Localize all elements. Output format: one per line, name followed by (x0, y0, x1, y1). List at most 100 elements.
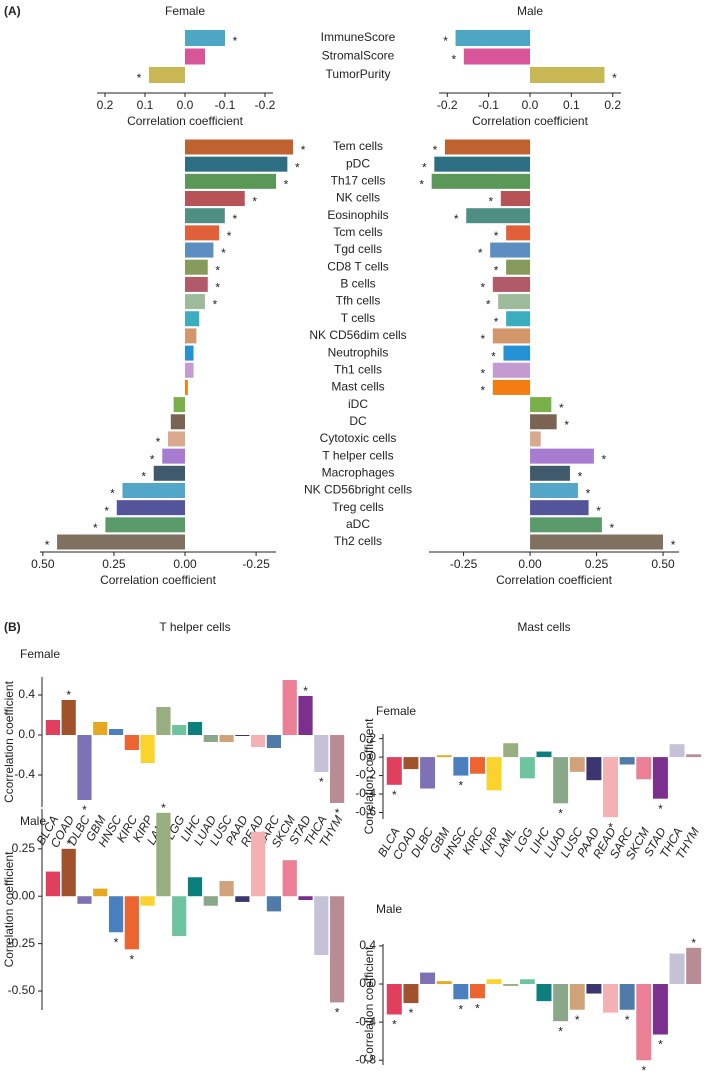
significance-marker: * (319, 775, 324, 789)
x-tick-label: 0.00 (518, 557, 542, 571)
bar (503, 345, 531, 361)
significance-marker: * (596, 504, 601, 518)
bar (536, 751, 552, 758)
significance-marker: * (494, 263, 499, 277)
category-label: Neutrophils (328, 345, 389, 359)
bar (652, 757, 668, 799)
significance-marker: * (491, 349, 496, 363)
significance-marker: * (433, 143, 438, 157)
bar (530, 500, 589, 516)
significance-marker: * (625, 1013, 630, 1027)
x-tick-label: -0.25 (450, 557, 478, 571)
x-tick-label: 0.00 (173, 557, 197, 571)
bar (156, 812, 171, 897)
bar (185, 362, 194, 378)
bar (492, 379, 531, 395)
y-tick-label: 0.25 (12, 841, 36, 855)
bar (203, 896, 218, 906)
category-label: Macrophages (322, 465, 395, 479)
significance-marker: * (392, 788, 397, 802)
category-label: Tgd cells (334, 242, 382, 256)
panel-label: (A) (4, 4, 21, 18)
bar (586, 984, 602, 994)
x-tick-label: 0.0 (522, 98, 539, 112)
bar (170, 414, 186, 430)
bar (185, 30, 225, 46)
x-tick-label: 0.25 (102, 557, 126, 571)
bar (420, 972, 436, 985)
bar (503, 743, 519, 758)
significance-marker: * (232, 212, 237, 226)
bar (314, 735, 329, 772)
bar (185, 139, 294, 155)
significance-marker: * (602, 452, 607, 466)
category-label: NK CD56dim cells (309, 328, 406, 342)
x-tick-label: 0.50 (31, 557, 55, 571)
series-name: Female (376, 704, 416, 718)
significance-marker: * (295, 160, 300, 174)
significance-marker: * (114, 935, 119, 949)
category-label: aDC (346, 517, 370, 531)
bar (403, 757, 419, 770)
x-axis-label: Correlation coefficient (100, 573, 217, 587)
x-axis-label: Correlation coefficient (127, 114, 244, 128)
bar (490, 242, 531, 258)
bar (603, 984, 619, 1013)
bar (187, 877, 203, 897)
x-tick-label: 0.0 (177, 98, 194, 112)
bar (122, 482, 186, 498)
significance-marker: * (335, 806, 340, 820)
significance-marker: * (478, 246, 483, 260)
category-label: Cytotoxic cells (320, 431, 397, 445)
significance-marker: * (110, 487, 115, 501)
bar (266, 896, 282, 912)
significance-marker: * (335, 1006, 340, 1020)
bar (298, 896, 313, 901)
significance-marker: * (486, 298, 491, 312)
significance-marker: * (104, 504, 109, 518)
significance-marker: * (215, 263, 220, 277)
x-tick-label: -0.1 (478, 98, 499, 112)
bar (455, 30, 530, 46)
bar (500, 191, 531, 207)
bar (506, 259, 531, 275)
bar (569, 984, 585, 1010)
bar (530, 448, 594, 464)
bar (162, 448, 186, 464)
bar (434, 156, 531, 172)
significance-marker: * (488, 195, 493, 209)
bar (185, 242, 214, 258)
bar (235, 896, 250, 902)
bar (251, 735, 266, 747)
significance-marker: * (691, 936, 696, 950)
significance-marker: * (215, 281, 220, 295)
significance-marker: * (658, 802, 663, 816)
bar (486, 979, 502, 985)
bar (686, 947, 702, 985)
bar (431, 173, 531, 189)
y-tick-label: -0.25 (8, 936, 36, 950)
y-tick-label: -0.4 (14, 767, 35, 781)
bar (466, 208, 531, 224)
y-axis-label: Correlation coefficient (362, 718, 376, 835)
x-tick-label: 0.1 (137, 98, 154, 112)
y-axis-label: Correlation coefficient (362, 946, 376, 1063)
bar (185, 225, 220, 241)
bar (530, 431, 541, 447)
significance-marker: * (610, 521, 615, 535)
y-tick-label: 0.4 (18, 687, 35, 701)
category-label: T helper cells (322, 448, 393, 462)
bar (636, 984, 652, 1061)
bar (282, 860, 297, 897)
significance-marker: * (658, 1038, 663, 1052)
significance-marker: * (45, 538, 50, 552)
series-name: Female (165, 4, 205, 18)
bar (506, 311, 531, 327)
y-tick-label: -0.2 (355, 768, 376, 782)
bar (386, 757, 402, 785)
bar (492, 276, 531, 292)
significance-marker: * (559, 401, 564, 415)
bar (235, 735, 250, 736)
bar (519, 979, 535, 985)
